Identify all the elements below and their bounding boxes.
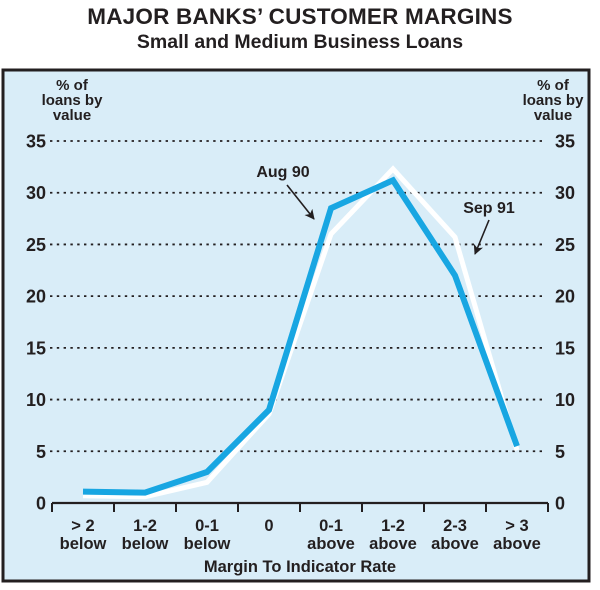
y-axis-unit-label-left: loans by bbox=[42, 92, 104, 109]
x-category-label: below bbox=[184, 535, 231, 553]
y-tick-label-right-5: 5 bbox=[555, 442, 565, 462]
y-axis-unit-label-left: % of bbox=[56, 77, 89, 94]
x-category-label: 0-1 bbox=[319, 517, 343, 535]
y-tick-label-left-5: 5 bbox=[36, 442, 46, 462]
x-axis-title: Margin To Indicator Rate bbox=[204, 558, 396, 576]
y-axis-unit-label-right: value bbox=[534, 107, 572, 124]
y-tick-label-right-30: 30 bbox=[555, 183, 575, 203]
x-category-label: above bbox=[493, 535, 541, 553]
y-tick-label-left-35: 35 bbox=[26, 132, 46, 152]
y-tick-label-left-15: 15 bbox=[26, 338, 46, 358]
x-category-label: > 2 bbox=[71, 517, 94, 535]
y-tick-label-left-20: 20 bbox=[26, 287, 46, 307]
annotation-label-sep-91: Sep 91 bbox=[463, 200, 515, 217]
x-category-label: above bbox=[307, 535, 355, 553]
y-tick-label-left-10: 10 bbox=[26, 390, 46, 410]
y-tick-label-left-30: 30 bbox=[26, 183, 46, 203]
y-tick-label-right-25: 25 bbox=[555, 235, 575, 255]
x-category-label: 0 bbox=[264, 517, 273, 535]
y-axis-unit-label-left: value bbox=[53, 107, 91, 124]
y-tick-label-left-25: 25 bbox=[26, 235, 46, 255]
x-category-label: above bbox=[369, 535, 417, 553]
annotations-group: Aug 90 Sep 91 bbox=[256, 164, 515, 255]
y-tick-label-right-15: 15 bbox=[555, 338, 575, 358]
y-tick-label-right-10: 10 bbox=[555, 390, 575, 410]
gridlines-group bbox=[50, 140, 546, 453]
annotation-arrow-sep-91 bbox=[473, 219, 490, 255]
chart-subtitle: Small and Medium Business Loans bbox=[136, 31, 464, 53]
axis-group bbox=[51, 501, 549, 512]
x-category-label: below bbox=[122, 535, 169, 553]
y-axis-unit-label-right: % of bbox=[537, 77, 570, 94]
y-tick-label-right-0: 0 bbox=[555, 494, 565, 514]
x-category-label: 0-1 bbox=[195, 517, 219, 535]
series-line-aug-90 bbox=[82, 176, 520, 496]
x-category-label: > 3 bbox=[505, 517, 528, 535]
x-category-label: 2-3 bbox=[443, 517, 467, 535]
annotation-arrow-aug-90 bbox=[286, 184, 315, 220]
y-tick-label-left-0: 0 bbox=[36, 494, 46, 514]
series-group bbox=[82, 165, 520, 500]
y-axis-unit-label-right: loans by bbox=[523, 92, 585, 109]
y-tick-label-right-20: 20 bbox=[555, 287, 575, 307]
series-line-sep-91 bbox=[82, 165, 520, 500]
x-category-label: above bbox=[431, 535, 479, 553]
x-category-label: 1-2 bbox=[133, 517, 157, 535]
x-category-label: below bbox=[60, 535, 107, 553]
annotation-label-aug-90: Aug 90 bbox=[256, 164, 309, 181]
chart-title: MAJOR BANKS’ CUSTOMER MARGINS bbox=[87, 4, 513, 29]
x-category-label: 1-2 bbox=[381, 517, 405, 535]
y-tick-label-right-35: 35 bbox=[555, 132, 575, 152]
